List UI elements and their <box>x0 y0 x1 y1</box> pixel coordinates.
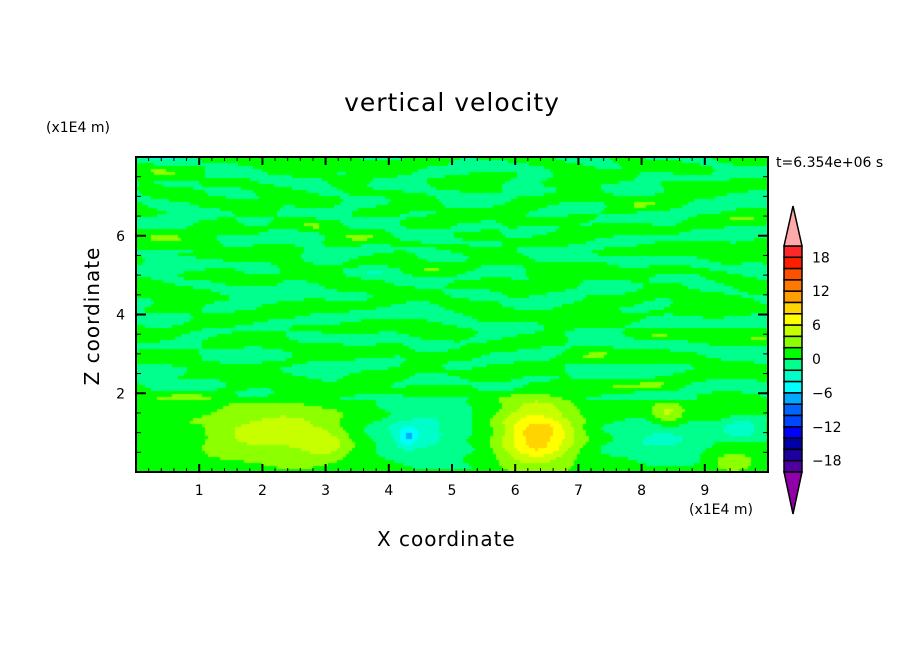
colorbar-box <box>783 245 803 259</box>
colorbar-box <box>783 324 803 338</box>
colorbar-tick-label: −12 <box>812 420 842 436</box>
colorbar-box <box>783 437 803 451</box>
colorbar-tick-label: 12 <box>812 284 830 300</box>
colorbar-box <box>783 301 803 315</box>
colorbar-box <box>783 369 803 383</box>
y-tick-label: 6 <box>116 229 125 245</box>
colorbar-box <box>783 448 803 462</box>
colorbar-tick-label: 6 <box>812 318 821 334</box>
colorbar-over-triangle <box>783 205 803 247</box>
colorbar-box <box>783 380 803 394</box>
y-tick-label: 4 <box>116 308 125 324</box>
x-tick-label: 8 <box>637 483 646 499</box>
x-tick-label: 3 <box>321 483 330 499</box>
x-tick-label: 4 <box>384 483 393 499</box>
colorbar-box <box>783 403 803 417</box>
x-tick-label: 5 <box>448 483 457 499</box>
x-tick-label: 2 <box>258 483 267 499</box>
colorbar-tick-label: 18 <box>812 250 830 266</box>
plot-frame <box>135 156 769 473</box>
x-tick-label: 1 <box>195 483 204 499</box>
colorbar-box <box>783 459 803 473</box>
colorbar-box <box>783 267 803 281</box>
x-tick-label: 7 <box>574 483 583 499</box>
y-axis-unit: (x1E4 m) <box>46 120 110 136</box>
colorbar-box <box>783 313 803 326</box>
colorbar-tick-label: −6 <box>812 386 833 402</box>
colorbar-tick-label: 0 <box>812 352 821 368</box>
colorbar-under-triangle <box>783 471 803 515</box>
x-tick-label: 9 <box>700 483 709 499</box>
colorbar-box <box>783 414 803 428</box>
colorbar-box <box>783 335 803 349</box>
colorbar-box <box>783 290 803 304</box>
x-axis-label: X coordinate <box>377 527 516 551</box>
colorbar-box <box>783 346 803 360</box>
colorbar-box <box>783 358 803 372</box>
x-axis-unit: (x1E4 m) <box>689 502 753 518</box>
contour-field <box>136 157 768 472</box>
y-tick-label: 2 <box>116 386 125 402</box>
x-tick-label: 6 <box>511 483 520 499</box>
colorbar-box <box>783 426 803 439</box>
colorbar-box <box>783 392 803 405</box>
chart-title: vertical velocity <box>344 88 560 117</box>
colorbar-box <box>783 256 803 270</box>
colorbar-box <box>783 279 803 292</box>
colorbar-tick-label: −18 <box>812 454 842 470</box>
time-label: t=6.354e+06 s <box>776 155 884 171</box>
